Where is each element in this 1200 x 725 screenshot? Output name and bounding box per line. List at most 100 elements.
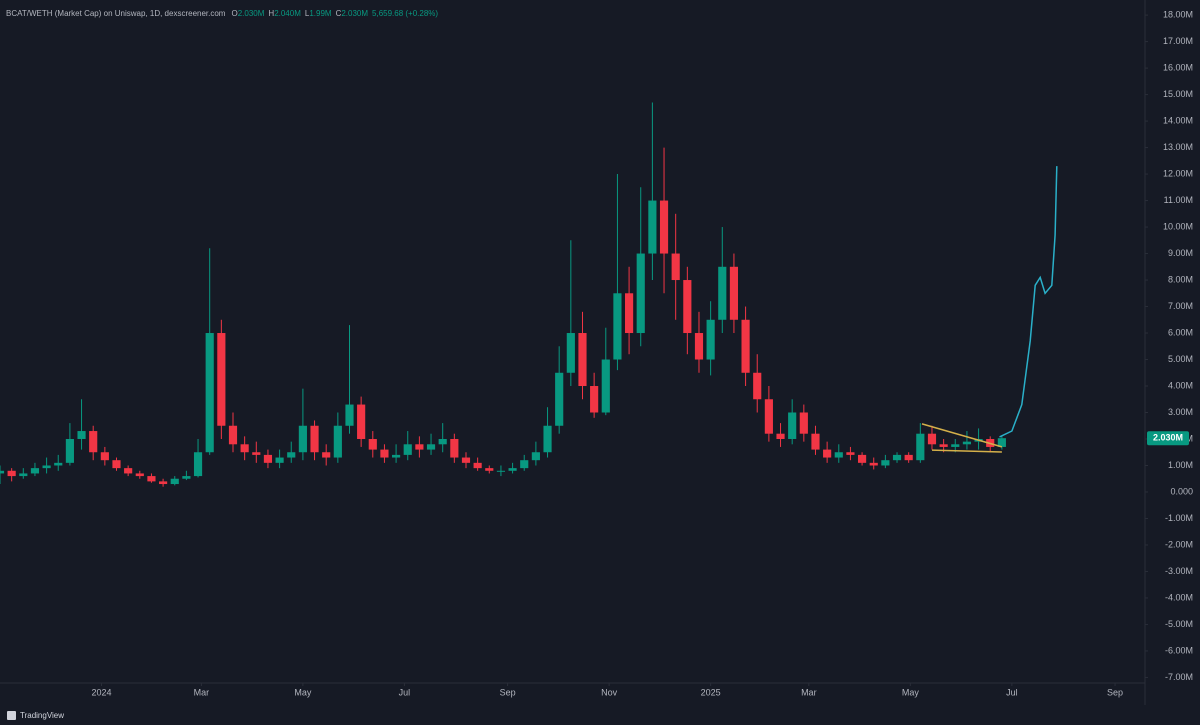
candle-body [135, 473, 144, 477]
brand-logo [7, 711, 16, 720]
candle-body [834, 452, 843, 458]
y-tick-label: 3.00M [1168, 407, 1193, 417]
candle-body [333, 425, 342, 458]
y-tick-label: 6.00M [1168, 327, 1193, 337]
candle-body [764, 399, 773, 434]
y-tick-label: 8.00M [1168, 274, 1193, 284]
candle-body [997, 438, 1006, 447]
candle-body [77, 431, 86, 439]
last-price-label: 2.030M [1153, 433, 1183, 443]
ohlc-value: 1.99M [309, 9, 332, 18]
y-tick-label: -3.00M [1165, 566, 1193, 576]
candle-body [531, 452, 540, 461]
candle-body [450, 438, 459, 458]
candle-body [613, 293, 622, 360]
candle-body [42, 465, 51, 469]
candle-body [357, 404, 366, 439]
ohlc-key: H [268, 9, 274, 18]
candle-body [392, 454, 401, 458]
candle-body [100, 452, 109, 461]
y-tick-label: 12.00M [1163, 168, 1193, 178]
candle-body [508, 468, 517, 471]
candle-body [799, 412, 808, 434]
y-tick-label: 4.00M [1168, 380, 1193, 390]
x-tick-label: Mar [194, 687, 210, 697]
candle-body [89, 431, 98, 453]
candle-body [962, 441, 972, 445]
x-tick-label: Jul [1006, 687, 1018, 697]
y-tick-label: 18.00M [1163, 9, 1193, 19]
ohlc-key: L [305, 9, 310, 18]
candle-body [415, 444, 424, 450]
ohlc-value: 2.030M [238, 9, 265, 18]
ohlc-value: 2.040M [274, 9, 301, 18]
y-tick-label: -4.00M [1165, 592, 1193, 602]
candle-body [461, 457, 471, 463]
candle-body [473, 462, 482, 469]
drawing-line [931, 449, 1002, 453]
candle-body [683, 280, 692, 334]
candle-body [555, 372, 564, 426]
ohlc-key: O [231, 9, 237, 18]
change: 5,659.68 (+0.28%) [372, 9, 438, 18]
y-tick-label: -2.00M [1165, 539, 1193, 549]
y-tick-label: 14.00M [1163, 115, 1193, 125]
candle-body [951, 444, 960, 447]
candle-body [671, 253, 680, 281]
drawing-line [921, 423, 1003, 448]
candle-body [205, 333, 214, 453]
candle-body [65, 438, 74, 463]
y-tick-label: 9.00M [1168, 248, 1193, 258]
candle-body [788, 412, 797, 439]
symbol-title: BCAT/WETH (Market Cap) on Uniswap, 1D, d… [6, 9, 226, 18]
candle-body [881, 460, 890, 466]
brand: TradingView [7, 711, 64, 720]
candle-body [112, 460, 121, 469]
candle-body [54, 462, 63, 466]
candle-body [904, 454, 913, 461]
x-tick-label: May [902, 687, 920, 697]
y-tick-label: -5.00M [1165, 619, 1193, 629]
y-tick-label: 16.00M [1163, 62, 1193, 72]
x-tick-label: May [294, 687, 312, 697]
candle-body [718, 266, 727, 320]
candle-body [19, 473, 28, 477]
candle-body [263, 454, 273, 463]
candle-body [7, 470, 16, 477]
candle-body [380, 449, 389, 458]
candle-body [228, 425, 238, 445]
candle-body [858, 454, 867, 463]
candle-body [753, 372, 762, 400]
ohlc-value: 2.030M [341, 9, 368, 18]
candle-body [182, 476, 191, 479]
y-tick-label: -1.00M [1165, 513, 1193, 523]
candle-body [252, 452, 261, 455]
candle-body [729, 266, 739, 320]
candle-body [287, 452, 296, 458]
candle-body [625, 293, 634, 334]
candle-body [578, 333, 587, 387]
last-price-box [1147, 431, 1189, 446]
candle-body [485, 468, 494, 471]
candle-body [438, 438, 447, 445]
x-tick-label: 2024 [92, 687, 112, 697]
candle-body [659, 200, 669, 254]
candle-body [543, 425, 552, 453]
brand-name: TradingView [20, 711, 64, 720]
candle-body [927, 433, 937, 445]
ohlc-key: C [336, 9, 342, 18]
y-tick-label: -7.00M [1165, 672, 1193, 682]
candle-body [869, 462, 878, 466]
candle-body [159, 481, 168, 485]
drawing-line [999, 166, 1058, 438]
y-tick-label: 13.00M [1163, 142, 1193, 152]
candle-body [823, 449, 832, 458]
candle-body [590, 386, 599, 413]
candle-body [846, 452, 855, 455]
candle-body [892, 454, 902, 461]
candle-body [496, 470, 506, 472]
candle-body [916, 433, 925, 461]
candle-body [322, 452, 331, 458]
candle-body [741, 319, 750, 373]
